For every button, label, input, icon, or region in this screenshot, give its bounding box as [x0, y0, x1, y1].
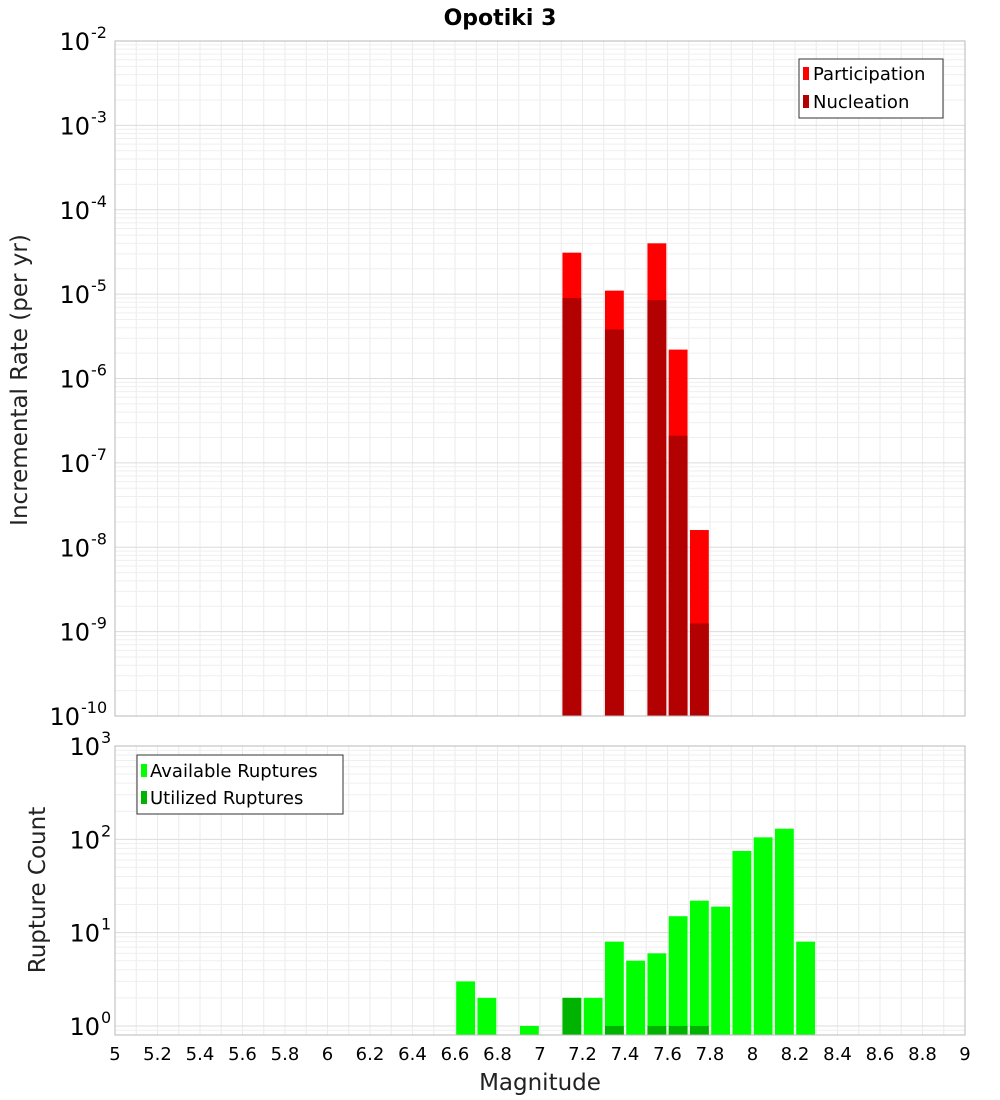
- y-tick-label-exponent: -10: [81, 698, 107, 717]
- x-tick-label: 8.4: [823, 1044, 852, 1065]
- count-bars: [456, 828, 816, 1035]
- available-legend-swatch: [141, 764, 147, 777]
- x-tick-label: 5.4: [186, 1044, 215, 1065]
- utilized-legend-swatch: [141, 791, 147, 804]
- x-tick-label: 9: [959, 1044, 970, 1065]
- x-tick-label: 5: [109, 1044, 120, 1065]
- y-tick-label-exponent: -6: [91, 361, 107, 380]
- x-tick-label: 6.8: [483, 1044, 512, 1065]
- y-tick-label-exponent: -4: [91, 192, 107, 211]
- x-tick-label: 8.6: [866, 1044, 895, 1065]
- bar-nucleation: [562, 297, 582, 716]
- bar-available-ruptures: [519, 1025, 539, 1035]
- bar-available-ruptures: [711, 906, 731, 1035]
- nucleation-legend-swatch: [803, 95, 809, 108]
- y-tick-label-base: 10: [59, 534, 90, 562]
- x-tick-label: 5.2: [143, 1044, 172, 1065]
- x-tick-label: 5.6: [228, 1044, 257, 1065]
- y-tick-label-base: 10: [59, 366, 90, 394]
- bar-utilized-ruptures: [689, 1025, 709, 1035]
- y-tick-label-base: 10: [59, 28, 90, 56]
- y-tick-label-exponent: -7: [91, 445, 107, 464]
- bottom-y-axis-label: Rupture Count: [25, 807, 51, 973]
- bar-nucleation: [647, 300, 667, 716]
- x-tick-label: 6.2: [356, 1044, 385, 1065]
- x-tick-label: 7: [534, 1044, 545, 1065]
- count-x-ticks: 5 5.2 5.4 5.6 5.8 6 6.2 6.4 6.6 6.8 7 7.2 7.4 7.6 7.8 8…: [109, 1044, 970, 1065]
- x-tick-label: 7.4: [611, 1044, 640, 1065]
- x-tick-label: 8: [747, 1044, 758, 1065]
- bar-nucleation: [689, 623, 709, 716]
- bar-available-ruptures: [689, 900, 709, 1035]
- rate-bars: [562, 243, 709, 717]
- bar-utilized-ruptures: [647, 1025, 667, 1035]
- available-legend-label: Available Ruptures: [150, 761, 318, 782]
- top-y-axis-label: Incremental Rate (per yr): [7, 234, 33, 526]
- bar-nucleation: [668, 435, 688, 716]
- bar-nucleation: [604, 329, 624, 716]
- y-tick-label-base: 10: [59, 112, 90, 140]
- rate-grid: [115, 41, 965, 716]
- y-tick-label-base: 10: [59, 281, 90, 309]
- x-tick-label: 6: [322, 1044, 333, 1065]
- bar-available-ruptures: [456, 981, 476, 1035]
- y-tick-label-exponent: -9: [91, 614, 107, 633]
- y-tick-label-base: 10: [69, 1013, 100, 1041]
- y-tick-label-exponent: -3: [91, 107, 107, 126]
- x-tick-label: 7.6: [653, 1044, 682, 1065]
- bar-utilized-ruptures: [668, 1025, 688, 1035]
- bar-utilized-ruptures: [604, 1025, 624, 1035]
- bar-available-ruptures: [668, 916, 688, 1035]
- x-axis-label: Magnitude: [479, 1070, 601, 1096]
- y-tick-label-exponent: 3: [101, 728, 111, 747]
- nucleation-legend-label: Nucleation: [813, 92, 909, 113]
- bar-available-ruptures: [583, 997, 603, 1035]
- y-tick-label-base: 10: [69, 733, 100, 761]
- participation-legend-swatch: [803, 67, 809, 80]
- y-tick-label-exponent: -2: [91, 23, 107, 42]
- x-tick-label: 6.4: [398, 1044, 427, 1065]
- x-tick-label: 5.8: [271, 1044, 300, 1065]
- y-tick-label-exponent: -5: [91, 276, 107, 295]
- bar-available-ruptures: [626, 960, 646, 1035]
- y-tick-label-exponent: 2: [101, 821, 111, 840]
- y-tick-label-base: 10: [59, 619, 90, 647]
- count-plot-frame: [114, 745, 966, 1036]
- bar-available-ruptures: [604, 941, 624, 1035]
- y-tick-label-base: 10: [59, 450, 90, 478]
- x-tick-label: 7.8: [696, 1044, 725, 1065]
- bar-available-ruptures: [647, 953, 667, 1035]
- y-tick-label-exponent: -8: [91, 529, 107, 548]
- bar-available-ruptures: [732, 850, 752, 1035]
- y-tick-label-base: 10: [49, 703, 80, 731]
- bar-available-ruptures: [774, 828, 794, 1035]
- y-tick-label-base: 10: [69, 826, 100, 854]
- bar-available-ruptures: [753, 837, 773, 1035]
- bar-utilized-ruptures: [562, 997, 582, 1035]
- x-tick-label: 8.8: [908, 1044, 937, 1065]
- y-tick-label-exponent: 0: [101, 1008, 111, 1027]
- chart-title: Opotiki 3: [444, 6, 557, 31]
- rate-legend: Participation Nucleation: [798, 58, 944, 119]
- x-tick-label: 7.2: [568, 1044, 597, 1065]
- x-tick-label: 8.2: [781, 1044, 810, 1065]
- rate-plot-frame: [114, 40, 966, 717]
- participation-legend-label: Participation: [813, 64, 925, 85]
- utilized-legend-label: Utilized Ruptures: [150, 788, 303, 809]
- bar-available-ruptures: [477, 997, 497, 1035]
- y-tick-label-base: 10: [69, 920, 100, 948]
- y-tick-label-base: 10: [59, 197, 90, 225]
- rate-legend-box: [798, 58, 944, 119]
- count-legend-box: [136, 754, 344, 815]
- bar-available-ruptures: [796, 941, 816, 1035]
- x-tick-label: 6.6: [441, 1044, 470, 1065]
- y-tick-label-exponent: 1: [101, 915, 111, 934]
- count-legend: Available Ruptures Utilized Ruptures: [136, 754, 344, 815]
